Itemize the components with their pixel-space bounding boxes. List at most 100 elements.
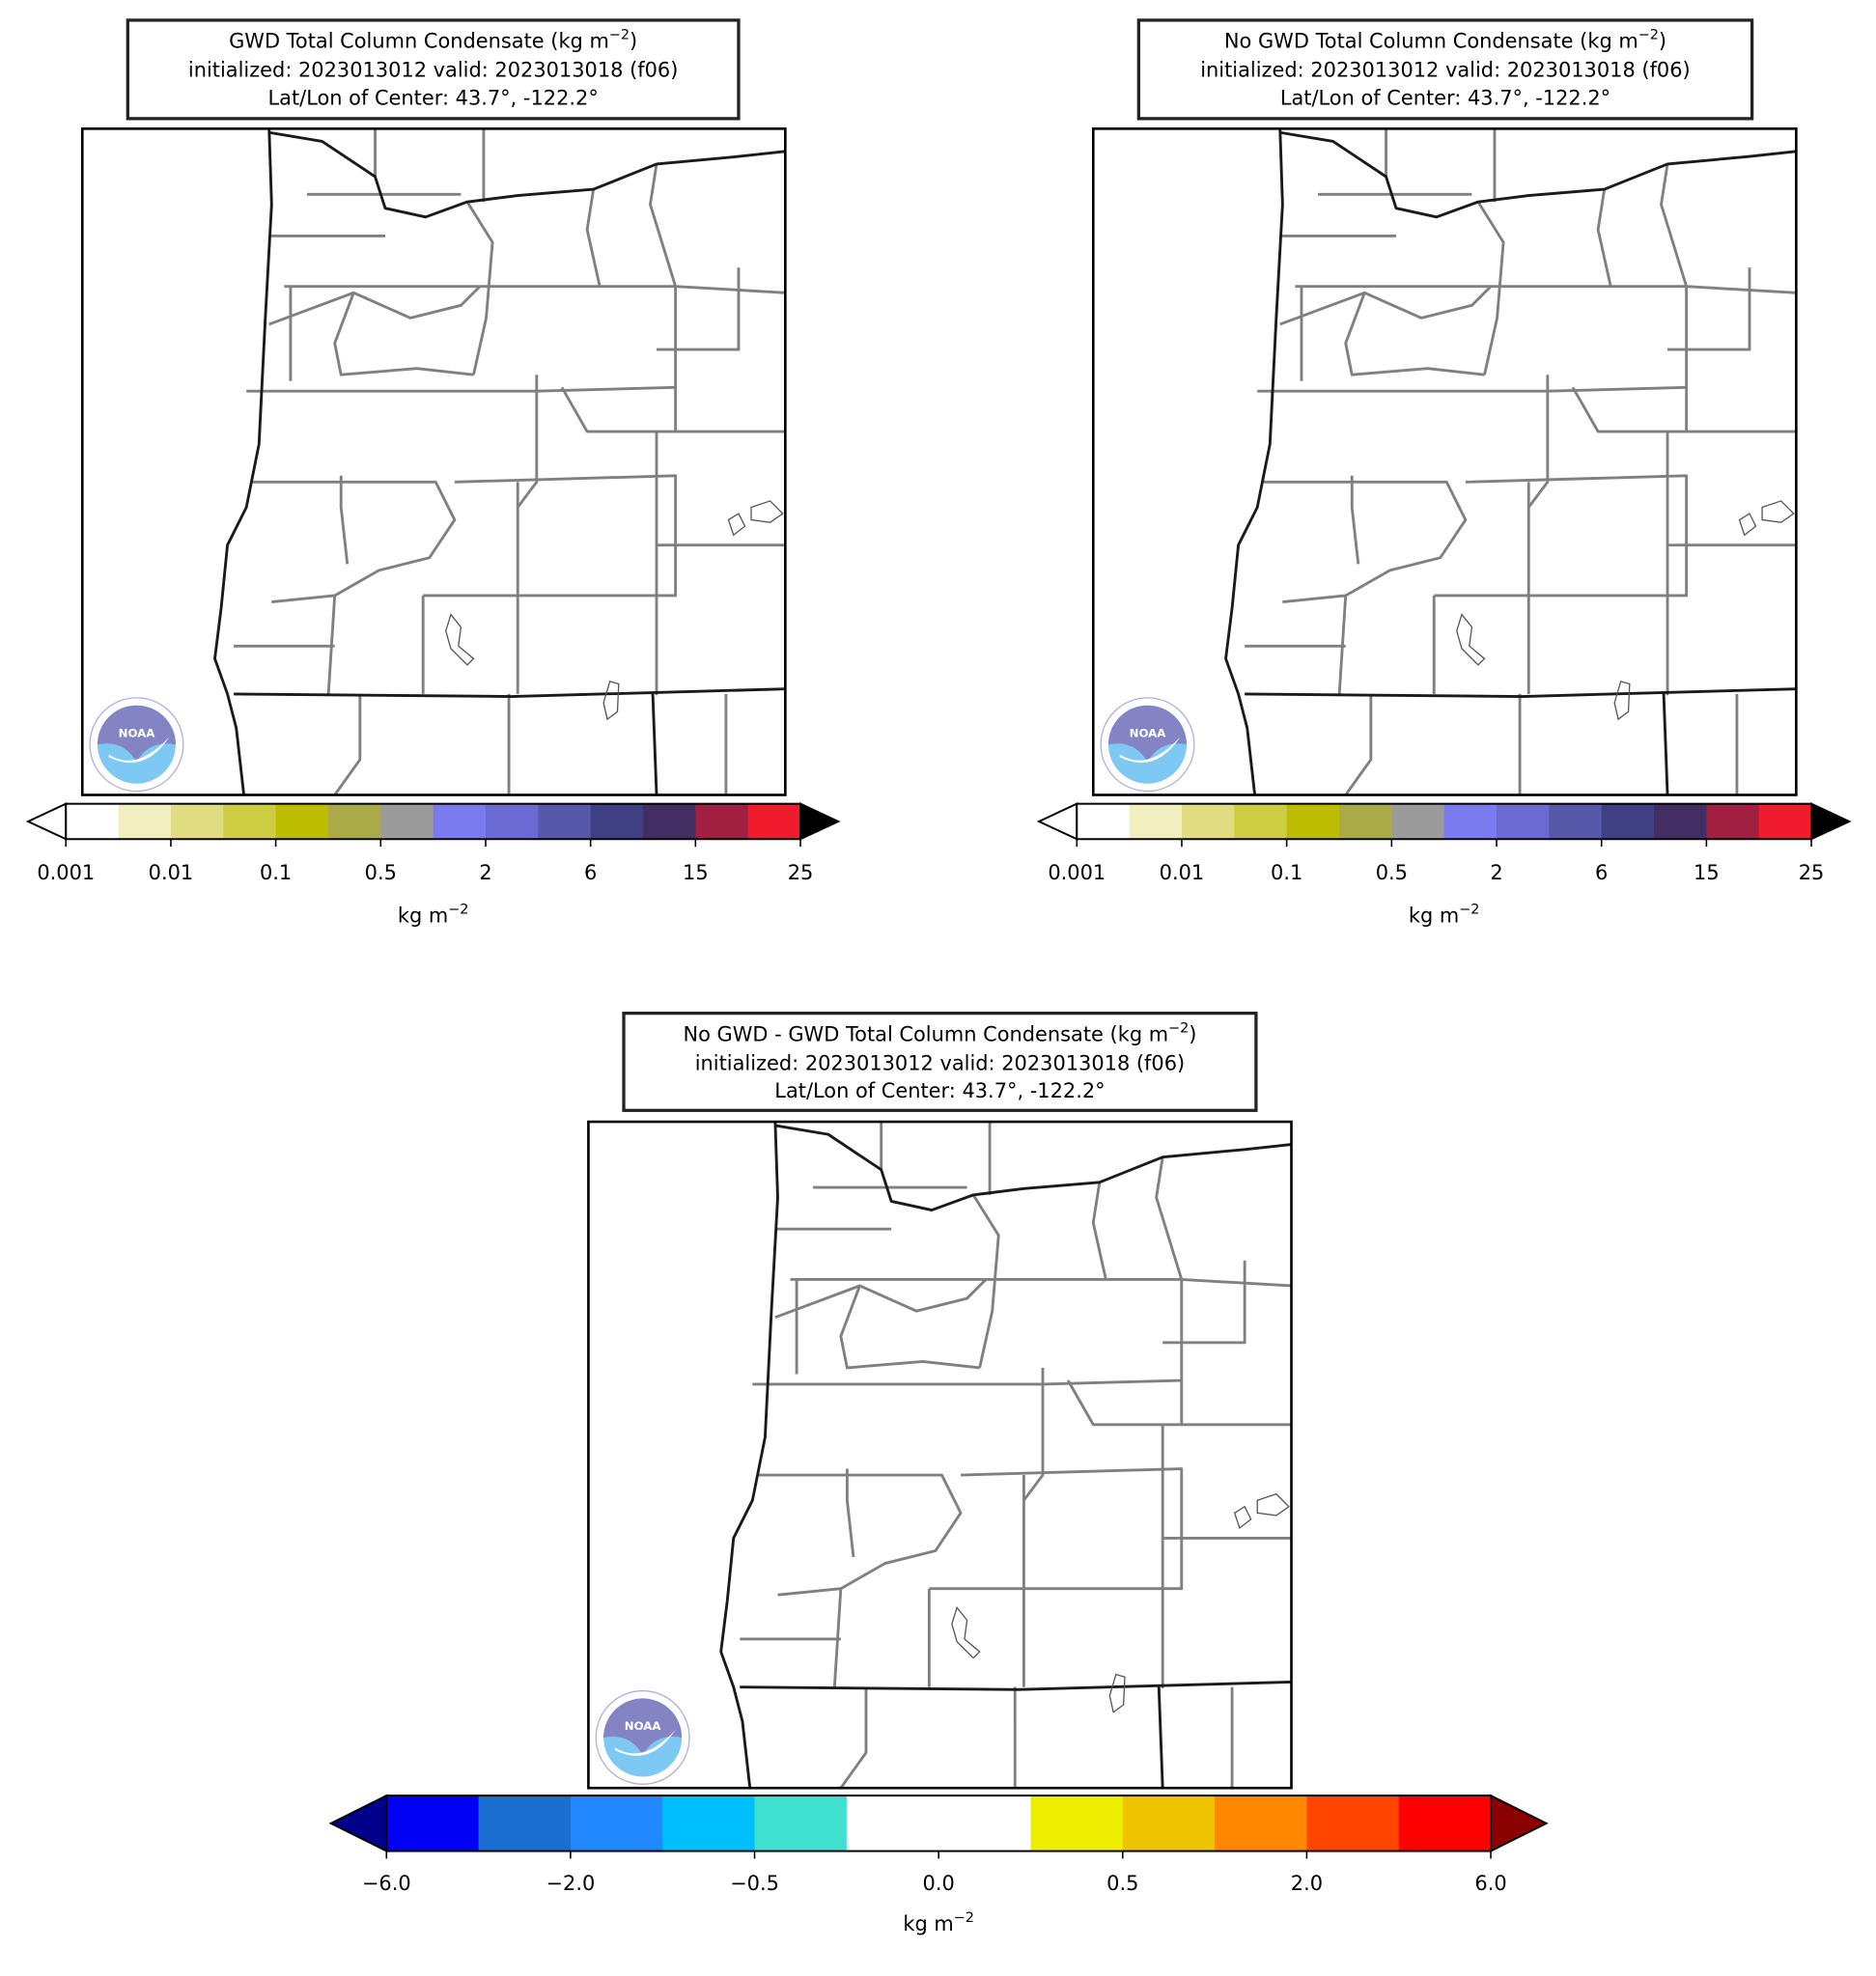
colorbar-extend [1036,802,1078,841]
title-line: Lat/Lon of Center: 43.7°, -122.2° [267,86,598,109]
colorbar-extend [799,802,841,841]
colorbar-segment [695,803,749,840]
title-line: No GWD - GWD Total Column Condensate (kg… [683,1020,1196,1045]
map-frame [1091,127,1798,796]
colorbar-segment [1758,803,1812,840]
colorbar-tick-label: 6 [584,861,597,884]
colorbar-segment [1338,803,1392,840]
colorbar-segment [747,803,801,840]
colorbar-extend [1490,1794,1549,1853]
colorbar-label-text: kg m [398,905,448,928]
colorbar-frame [1076,802,1813,841]
colorbar-segment [538,803,592,840]
colorbar-tick-label: 2.0 [1291,1872,1323,1895]
title-text: GWD Total Column Condensate (kg m [229,30,609,53]
colorbar-segment [662,1795,756,1851]
colorbar-segment [938,1795,1032,1851]
colorbar-tick-label: 0.5 [1376,861,1408,884]
colorbar-tick-label: 0.0 [923,1872,955,1895]
title-line: initialized: 2023013012 valid: 202301301… [188,59,678,82]
title-line: No GWD Total Column Condensate (kg m−2) [1224,28,1666,53]
colorbar-tick-label: −0.5 [730,1872,779,1895]
colorbar-segment [118,803,172,840]
title-text: No GWD - GWD Total Column Condensate (kg… [683,1022,1168,1045]
colorbar-tick-label: 15 [683,861,709,884]
colorbar-tick-label: 6.0 [1474,1872,1506,1895]
title-box [126,18,741,121]
colorbar-label-exponent: −2 [448,902,468,917]
colorbar-segment [1286,803,1340,840]
colorbar-segment [1122,1795,1216,1851]
colorbar-segment [1077,803,1131,840]
colorbar-tick-label: 2 [1490,861,1502,884]
noaa-logo [596,1691,689,1785]
title-exponent: −2 [609,28,630,43]
colorbar-segment [1398,1795,1492,1851]
colorbar-segment [1601,803,1655,840]
colorbar-extend [1810,802,1852,841]
colorbar-segment [1391,803,1445,840]
colorbar-label-exponent: −2 [954,1910,974,1926]
colorbar-segment [66,803,120,840]
map-background [588,1122,1292,1789]
title-exponent: −2 [1168,1020,1189,1036]
colorbar-label-text: kg m [1409,905,1459,928]
colorbar-tick-label: 6 [1595,861,1608,884]
colorbar-tick-label: 0.01 [149,861,194,884]
colorbar-tick-label: 0.001 [1048,861,1106,884]
colorbar-segment [1215,1795,1308,1851]
colorbar-segment [754,1795,848,1851]
colorbar-label-text: kg m [903,1912,953,1935]
colorbar-segment [327,803,381,840]
colorbar-segment [642,803,696,840]
colorbar-segment [1234,803,1288,840]
colorbar-tick-label: 25 [788,861,814,884]
map-frame [587,1120,1293,1790]
colorbar-segment [380,803,434,840]
title-text: ) [630,30,637,53]
colorbar-segment [1706,803,1760,840]
colorbar-tick-label: 0.1 [1271,861,1302,884]
colorbar-segment [1497,803,1551,840]
panel: No GWD Total Column Condensate (kg m−2)i… [1036,18,1852,928]
colorbar-segment [386,1795,480,1851]
map-frame [80,127,787,796]
colorbar-segment [1129,803,1183,840]
colorbar-tick-label: 0.1 [260,861,292,884]
colorbar-segment [223,803,277,840]
title-line: GWD Total Column Condensate (kg m−2) [229,28,637,53]
title-box [622,1012,1258,1112]
colorbar-frame [65,802,802,841]
colorbar-tick-label: 0.5 [1106,1872,1138,1895]
colorbar-segment [1654,803,1708,840]
colorbar-segment [1030,1795,1124,1851]
colorbar-segment [275,803,329,840]
colorbar-segment [846,1795,939,1851]
colorbar-tick-label: 2 [479,861,491,884]
colorbar-segment [478,1795,572,1851]
colorbar-segment [1306,1795,1400,1851]
title-line: Lat/Lon of Center: 43.7°, -122.2° [774,1079,1105,1102]
colorbar-label: kg m−2 [903,1910,974,1935]
colorbar-tick-label: 0.001 [37,861,95,884]
colorbar-segment [433,803,487,840]
colorbar-label: kg m−2 [1409,902,1480,927]
map-background [82,128,786,795]
panel: No GWD - GWD Total Column Condensate (kg… [328,1012,1549,1935]
colorbar-tick-label: −2.0 [546,1872,596,1895]
title-text: ) [1659,30,1666,53]
colorbar-extend [328,1794,388,1853]
colorbar-segment [1549,803,1603,840]
colorbar-segment [170,803,224,840]
title-box [1136,18,1754,121]
colorbar-segment [590,803,644,840]
colorbar-tick-label: −6.0 [362,1872,411,1895]
map-background [1093,128,1797,795]
title-line: initialized: 2023013012 valid: 202301301… [695,1051,1185,1074]
title-text: ) [1189,1022,1196,1045]
noaa-logo [90,698,183,792]
colorbar-tick-label: 15 [1694,861,1720,884]
title-line: Lat/Lon of Center: 43.7°, -122.2° [1280,86,1610,109]
colorbar-extend [25,802,68,841]
